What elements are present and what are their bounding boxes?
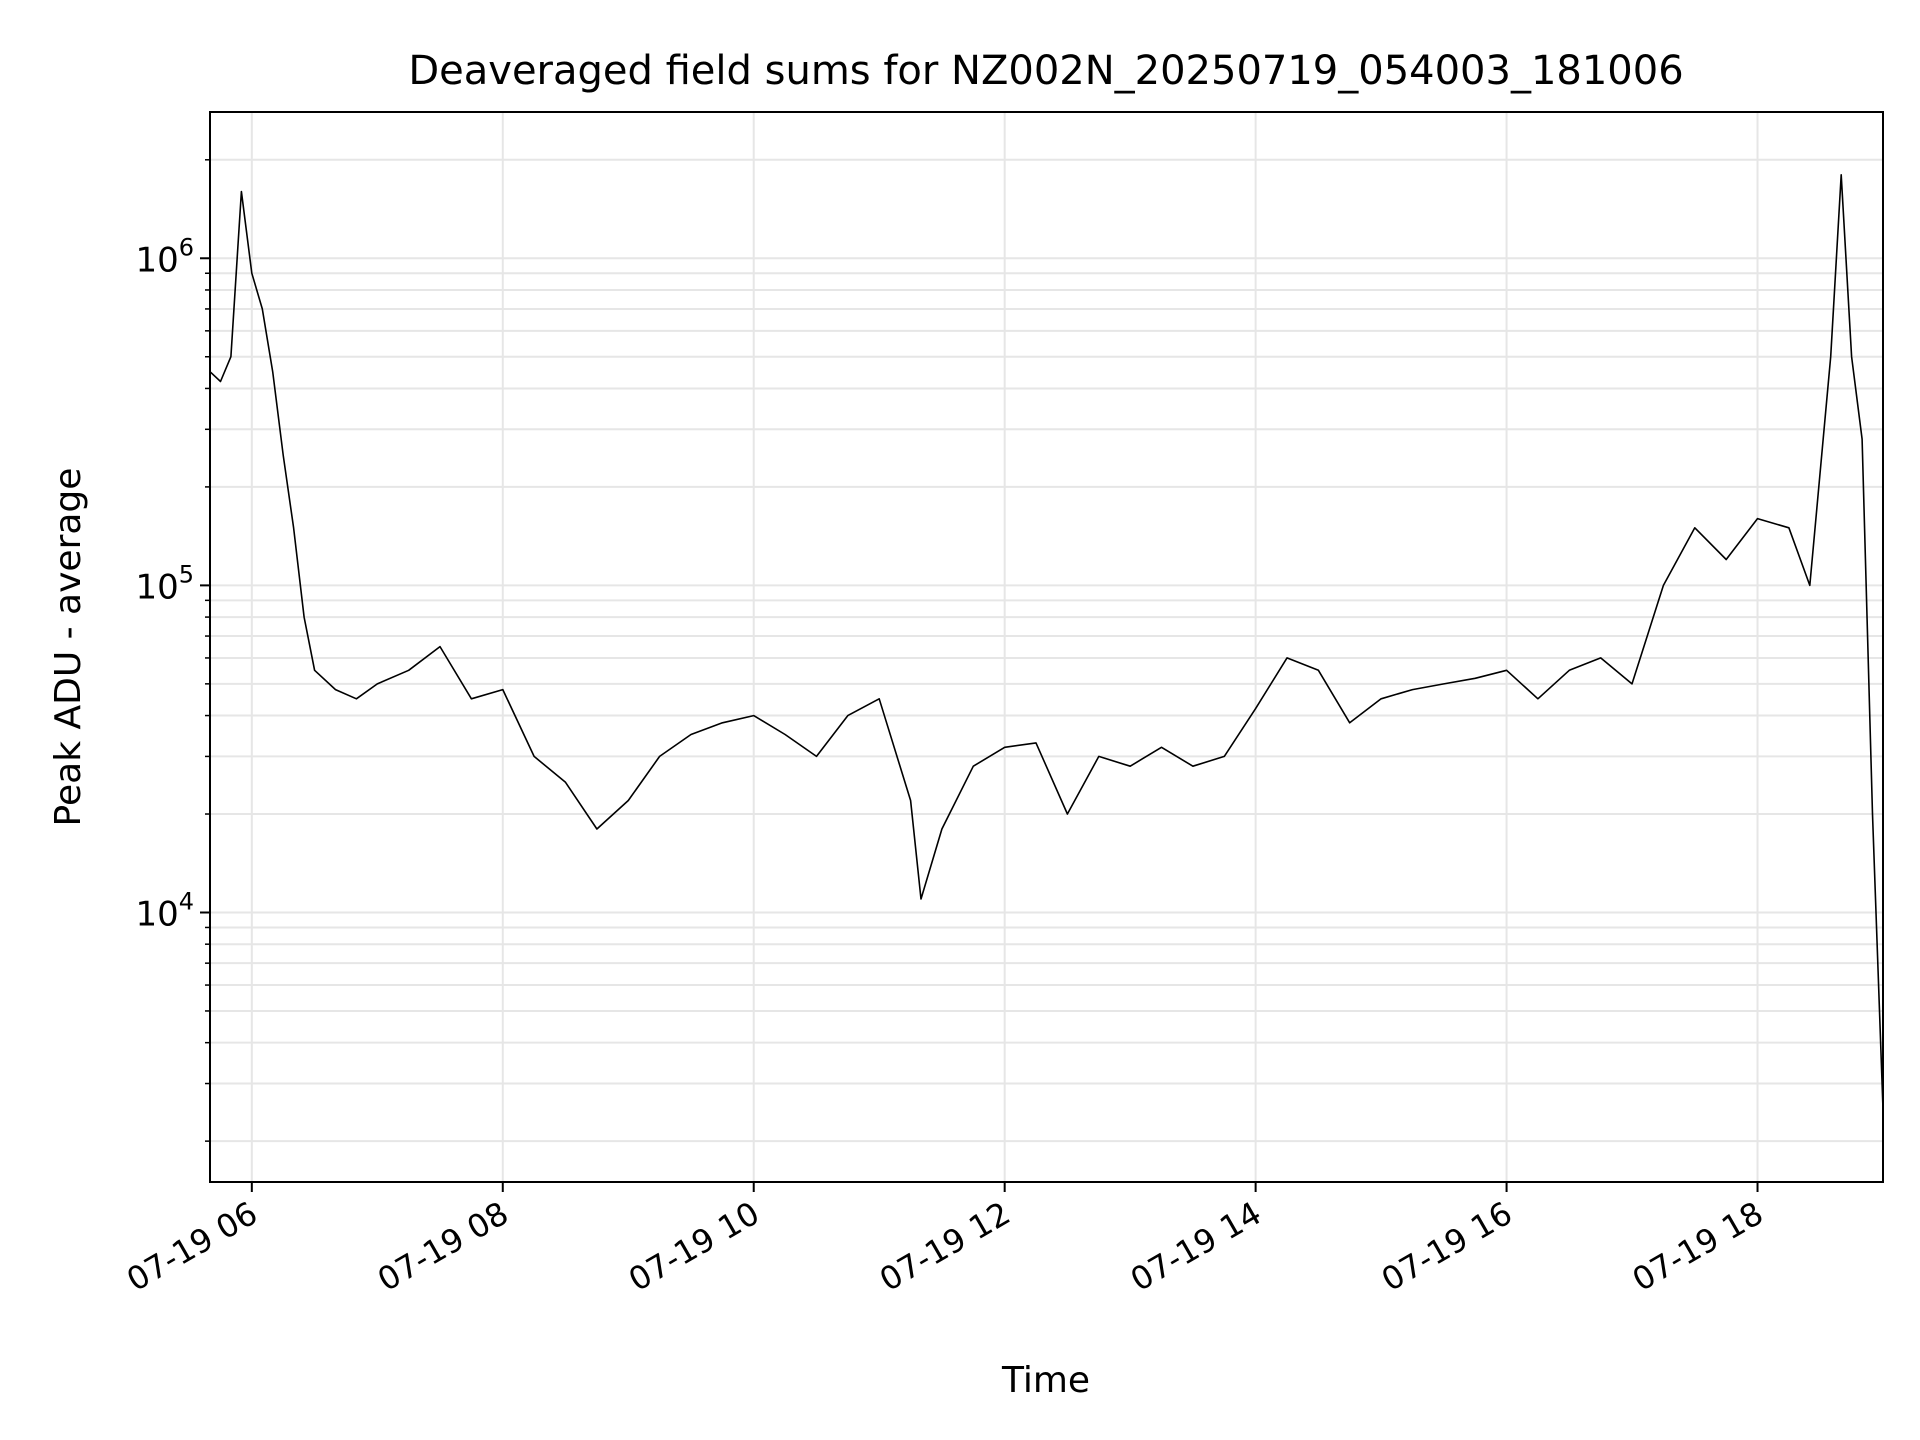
series-layer	[209, 174, 1884, 1110]
y-axis: 104 105 106	[135, 159, 210, 1142]
x-tick-label: 07-19 14	[1124, 1194, 1268, 1299]
series-line	[209, 174, 1884, 1110]
x-axis: 07-19 06 07-19 08 07-19 10 07-19 12 07-19 14…	[120, 1182, 1770, 1299]
x-tick-label: 07-19 08	[371, 1194, 515, 1299]
x-tick-label: 07-19 06	[120, 1194, 264, 1299]
x-tick-label: 07-19 12	[873, 1194, 1017, 1299]
y-axis-label: Peak ADU - average	[48, 468, 89, 827]
x-tick-label: 07-19 10	[622, 1194, 766, 1299]
y-tick-label: 104	[135, 887, 194, 934]
chart-title: Deaveraged field sums for NZ002N_2025071…	[408, 48, 1683, 94]
x-axis-label: Time	[1001, 1360, 1090, 1401]
y-tick-label: 106	[135, 233, 194, 280]
x-tick-label: 07-19 18	[1626, 1194, 1770, 1299]
grid-lines	[210, 112, 1883, 1182]
plot-frame	[209, 111, 1884, 1183]
y-tick-label: 105	[135, 560, 194, 607]
x-tick-label: 07-19 16	[1375, 1194, 1519, 1299]
